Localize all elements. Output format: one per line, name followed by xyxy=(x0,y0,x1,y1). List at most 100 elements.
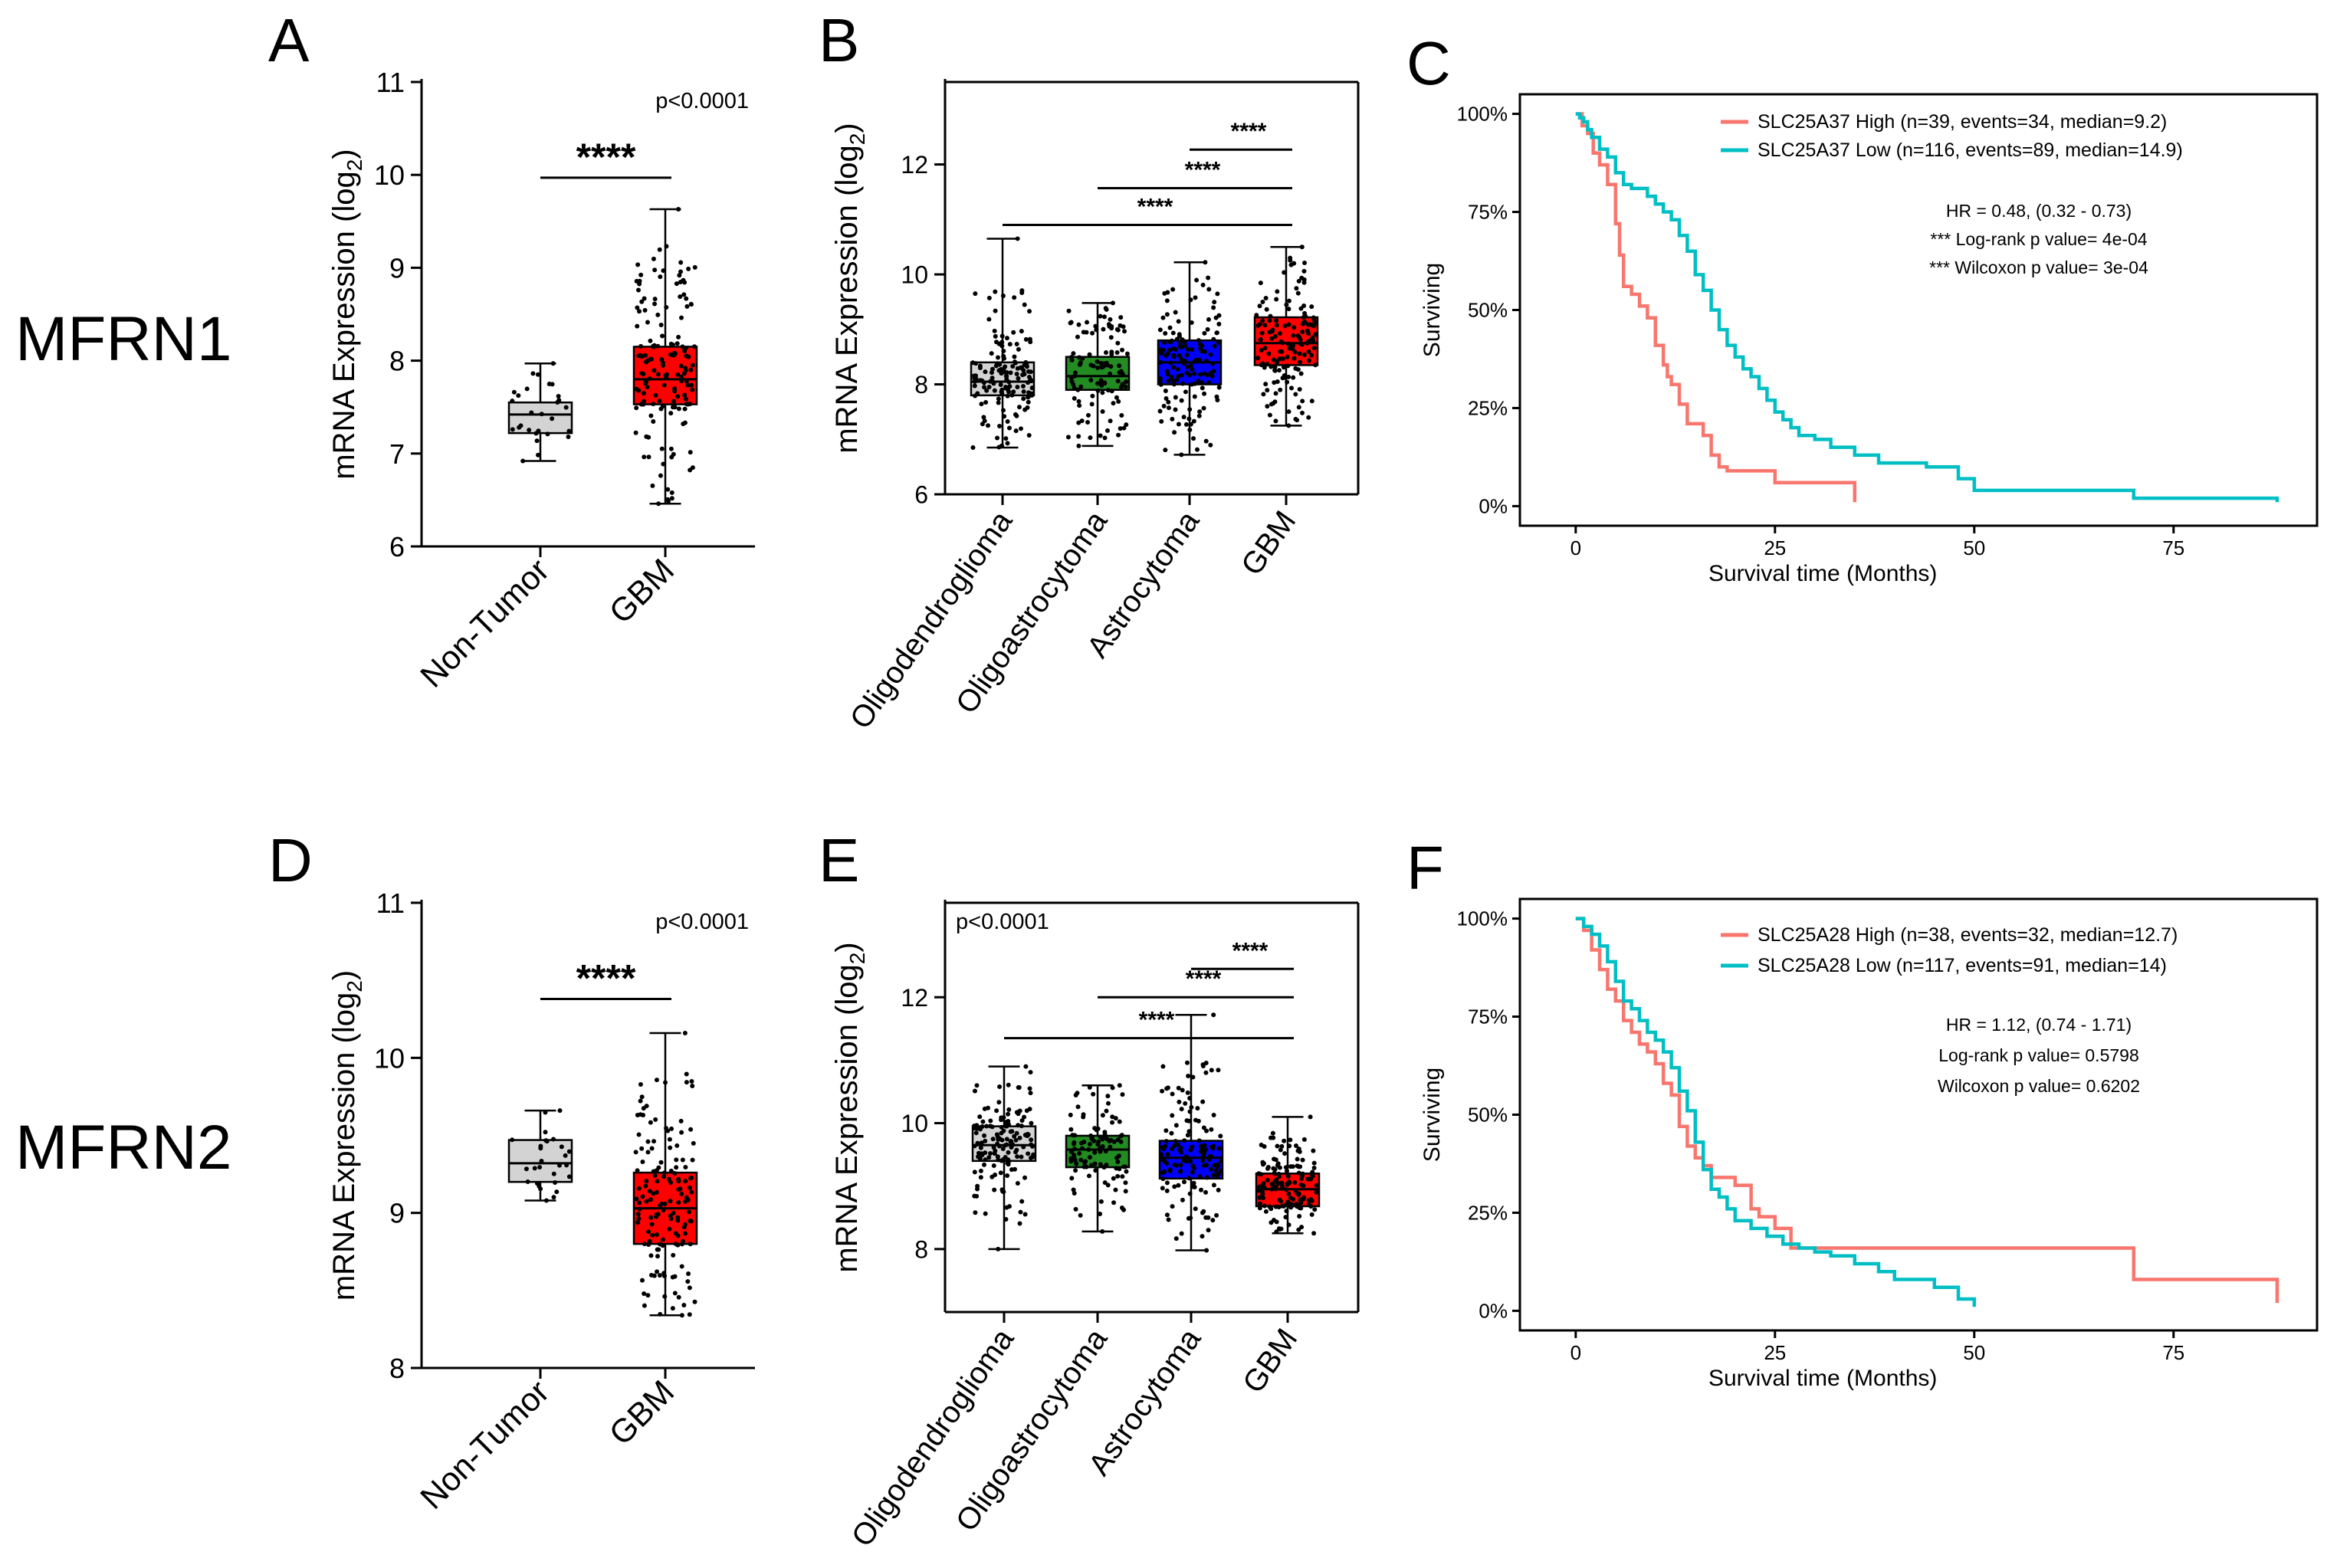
data-point xyxy=(1276,1171,1282,1176)
data-point xyxy=(1255,323,1261,328)
data-point xyxy=(1305,340,1310,346)
data-point xyxy=(1016,1123,1021,1128)
data-point xyxy=(1026,433,1032,438)
data-point xyxy=(688,367,694,372)
data-point xyxy=(1029,1120,1034,1126)
data-point xyxy=(1202,371,1207,376)
data-point xyxy=(1075,1104,1081,1110)
y-axis-label-close: ) xyxy=(830,123,864,133)
data-point xyxy=(678,294,683,300)
data-point xyxy=(662,1294,668,1299)
data-point xyxy=(1204,359,1209,364)
data-point xyxy=(1216,385,1222,390)
data-point xyxy=(1216,1187,1221,1192)
data-point xyxy=(1196,413,1202,418)
category-label-gbm: GBM xyxy=(602,1373,681,1452)
data-point xyxy=(681,1302,687,1307)
data-point xyxy=(1124,379,1129,385)
data-point xyxy=(1294,1143,1299,1148)
data-point xyxy=(1313,332,1318,337)
data-point xyxy=(981,1162,986,1167)
data-point xyxy=(1274,323,1279,328)
data-point xyxy=(1260,300,1265,305)
data-point xyxy=(645,1150,651,1155)
data-point xyxy=(1269,336,1275,341)
data-point xyxy=(989,370,994,376)
data-point xyxy=(1204,1175,1209,1180)
data-point xyxy=(1196,338,1201,343)
data-point xyxy=(1182,1138,1187,1143)
data-point xyxy=(1017,1221,1022,1226)
data-point xyxy=(1158,382,1164,387)
data-point xyxy=(1003,436,1009,441)
data-point xyxy=(1162,340,1167,345)
data-point xyxy=(639,299,645,304)
data-point xyxy=(1029,1137,1034,1143)
data-point xyxy=(636,309,642,314)
data-point xyxy=(684,303,690,309)
data-point xyxy=(682,1222,688,1227)
data-point xyxy=(1259,348,1264,353)
data-point xyxy=(1000,1157,1006,1163)
data-point xyxy=(668,341,674,346)
data-point xyxy=(668,352,673,357)
data-point xyxy=(510,399,515,404)
data-point xyxy=(665,487,671,492)
data-point xyxy=(1077,403,1082,408)
stats-annotation: *** Log-rank p value= 4e-04 xyxy=(1930,229,2147,249)
data-point xyxy=(1312,1207,1318,1212)
data-point xyxy=(995,435,1000,441)
data-point xyxy=(1079,418,1085,424)
data-point xyxy=(1283,1215,1288,1220)
data-point xyxy=(1163,1143,1168,1149)
data-point xyxy=(1274,297,1279,302)
data-point xyxy=(1301,1137,1307,1142)
data-point xyxy=(532,1166,537,1171)
data-point xyxy=(1262,1185,1267,1190)
data-point xyxy=(1007,342,1013,347)
data-point xyxy=(1077,1151,1082,1156)
data-point xyxy=(671,399,677,404)
data-point xyxy=(1201,1125,1206,1130)
data-point xyxy=(563,405,569,410)
data-point xyxy=(1068,375,1074,380)
data-point xyxy=(1191,436,1196,441)
data-point xyxy=(688,467,693,473)
data-point xyxy=(1209,1144,1215,1150)
data-point xyxy=(660,333,665,339)
data-point xyxy=(1026,1151,1031,1156)
data-point xyxy=(1289,343,1295,348)
panel-label: E xyxy=(819,826,859,894)
data-point xyxy=(1193,1206,1198,1212)
data-point xyxy=(1301,268,1307,274)
data-point xyxy=(646,435,651,440)
data-point xyxy=(1311,1148,1316,1153)
y-tick-label: 0% xyxy=(1479,494,1508,517)
data-point xyxy=(681,292,687,297)
data-point xyxy=(1216,321,1222,326)
data-point xyxy=(1310,1173,1315,1179)
data-point xyxy=(674,1157,679,1163)
data-point xyxy=(1115,379,1121,384)
y-axis-label-main: mRNA Expression (log xyxy=(830,145,864,453)
data-point xyxy=(1212,1163,1217,1168)
data-point xyxy=(566,434,571,439)
data-point xyxy=(1185,1090,1190,1095)
data-point xyxy=(1275,1143,1280,1149)
data-point xyxy=(1183,1101,1188,1106)
data-point xyxy=(1013,428,1019,434)
data-point xyxy=(1104,1137,1110,1142)
data-point xyxy=(1267,412,1272,418)
data-point xyxy=(686,266,691,271)
data-point xyxy=(1120,347,1125,353)
data-point xyxy=(1208,1166,1213,1172)
data-point xyxy=(1286,1179,1292,1185)
data-point xyxy=(998,1170,1003,1176)
data-point xyxy=(1187,1095,1193,1101)
data-point xyxy=(1175,1142,1180,1147)
data-point xyxy=(1201,405,1206,411)
data-point xyxy=(1314,1189,1319,1195)
data-point xyxy=(1196,1138,1202,1143)
data-point xyxy=(1294,286,1299,291)
data-point xyxy=(677,273,682,278)
